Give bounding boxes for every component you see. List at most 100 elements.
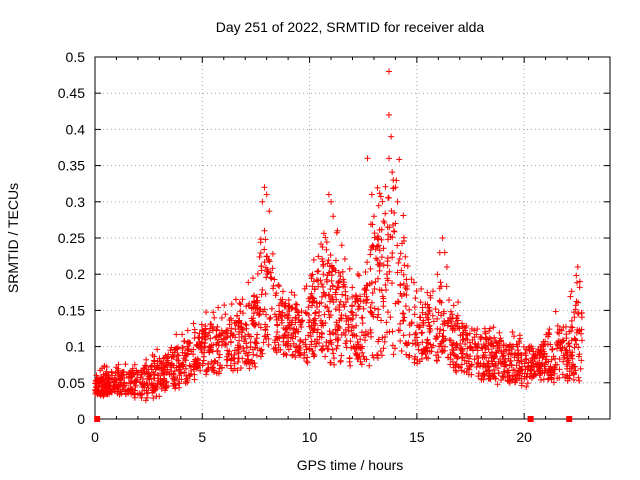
data-point: [348, 327, 355, 334]
data-point: [281, 312, 288, 319]
data-point: [369, 242, 376, 249]
data-point: [211, 357, 218, 364]
data-point: [447, 361, 454, 368]
data-point: [548, 356, 555, 363]
data-point: [494, 345, 501, 352]
data-point: [123, 390, 130, 397]
data-point: [97, 375, 104, 382]
data-point: [532, 352, 539, 359]
data-point: [222, 341, 229, 348]
data-point: [285, 346, 292, 353]
data-point: [447, 308, 454, 315]
data-point: [367, 251, 374, 258]
data-point: [560, 358, 567, 365]
data-point: [357, 336, 364, 343]
data-point: [278, 300, 285, 307]
data-point: [100, 391, 107, 398]
data-point: [164, 362, 171, 369]
data-point: [487, 341, 494, 348]
data-point: [182, 365, 189, 372]
data-point: [320, 289, 327, 296]
data-point: [216, 351, 223, 358]
data-point: [448, 318, 455, 325]
data-point: [432, 306, 439, 313]
data-point: [138, 391, 145, 398]
data-point: [340, 301, 347, 308]
data-point: [279, 288, 286, 295]
data-point: [98, 387, 105, 394]
data-point: [275, 281, 282, 288]
data-point: [265, 341, 272, 348]
spike-point: [443, 263, 450, 270]
data-point: [309, 294, 316, 301]
data-point: [201, 331, 208, 338]
data-point: [551, 366, 558, 373]
data-point: [569, 349, 576, 356]
data-point: [545, 331, 552, 338]
data-point: [550, 379, 557, 386]
data-point: [340, 279, 347, 286]
data-point: [257, 353, 264, 360]
data-point: [576, 284, 583, 291]
data-point: [150, 395, 157, 402]
data-point: [577, 365, 584, 372]
data-point: [296, 350, 303, 357]
data-point: [271, 311, 278, 318]
data-point: [138, 368, 145, 375]
data-point: [444, 322, 451, 329]
grid: [95, 57, 610, 419]
data-point: [395, 259, 402, 266]
data-point: [474, 342, 481, 349]
data-point: [382, 183, 389, 190]
data-point: [241, 359, 248, 366]
data-point: [125, 375, 132, 382]
data-point: [408, 276, 415, 283]
data-point: [204, 361, 211, 368]
data-point: [413, 288, 420, 295]
data-point: [390, 351, 397, 358]
data-point: [384, 275, 391, 282]
data-point: [382, 210, 389, 217]
data-point: [412, 295, 419, 302]
data-point: [243, 344, 250, 351]
data-point: [450, 347, 457, 354]
y-tick-label: 0.35: [58, 158, 85, 174]
data-point: [311, 310, 318, 317]
data-point: [311, 352, 318, 359]
data-point: [252, 363, 259, 370]
data-point: [570, 363, 577, 370]
data-point: [449, 311, 456, 318]
data-point: [236, 337, 243, 344]
data-point: [344, 315, 351, 322]
data-point: [475, 370, 482, 377]
data-point: [564, 363, 571, 370]
data-point: [374, 275, 381, 282]
data-point: [427, 341, 434, 348]
data-point: [567, 293, 574, 300]
data-point: [422, 351, 429, 358]
data-point: [257, 324, 264, 331]
data-point: [493, 349, 500, 356]
data-point: [418, 285, 425, 292]
data-point: [374, 184, 381, 191]
data-point: [333, 331, 340, 338]
data-point: [160, 371, 167, 378]
data-point: [326, 308, 333, 315]
data-point: [462, 335, 469, 342]
data-point: [560, 352, 567, 359]
data-point: [148, 381, 155, 388]
data-point: [266, 315, 273, 322]
data-point: [376, 226, 383, 233]
data-point: [332, 306, 339, 313]
data-point: [342, 299, 349, 306]
data-point: [367, 308, 374, 315]
data-point: [337, 298, 344, 305]
data-point: [186, 362, 193, 369]
data-point: [342, 312, 349, 319]
data-point: [228, 301, 235, 308]
data-point: [477, 360, 484, 367]
data-point: [371, 234, 378, 241]
data-point: [490, 324, 497, 331]
data-point: [374, 314, 381, 321]
data-point: [258, 346, 265, 353]
